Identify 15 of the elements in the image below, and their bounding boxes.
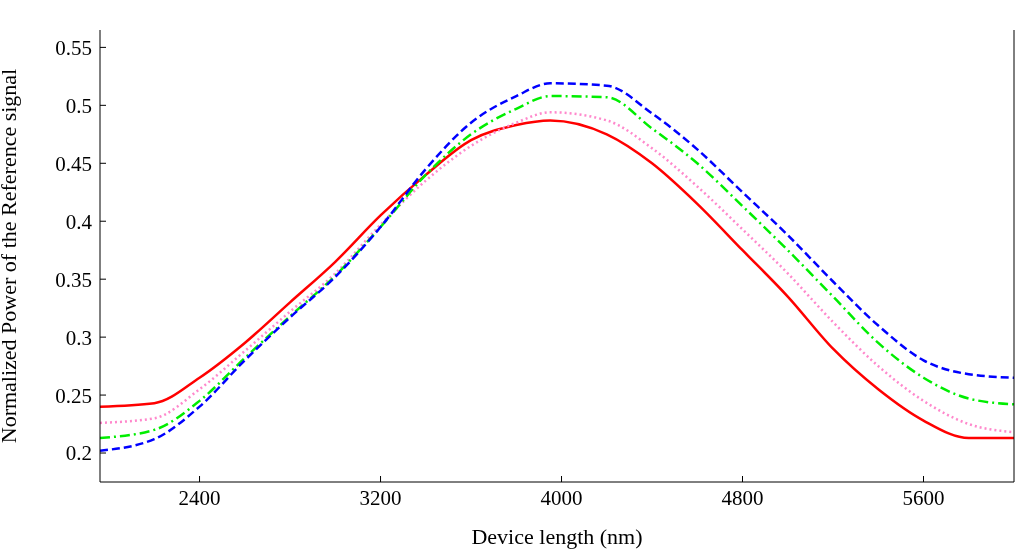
x-tick-label: 4800	[721, 485, 764, 510]
y-tick-label: 0.4	[65, 209, 93, 234]
y-tick-label: 0.45	[55, 151, 92, 176]
y-tick-label: 0.3	[65, 325, 92, 350]
x-tick-label: 2400	[178, 485, 221, 510]
x-tick-label: 3200	[359, 485, 402, 510]
x-tick-label: 4000	[540, 485, 583, 510]
x-axis-title: Device length (nm)	[471, 524, 643, 549]
y-tick-label: 0.35	[55, 267, 92, 292]
y-tick-label: 0.55	[55, 35, 92, 60]
y-tick-label: 0.25	[55, 383, 92, 408]
x-tick-label: 5600	[902, 485, 945, 510]
y-tick-label: 0.5	[65, 93, 92, 118]
y-tick-label: 0.2	[65, 441, 92, 466]
y-axis-title: Normalized Power of the Reference signal	[0, 68, 21, 444]
